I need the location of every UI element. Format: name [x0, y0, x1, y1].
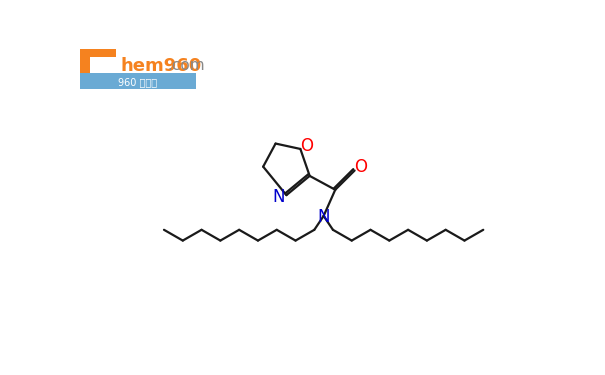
Text: hem960: hem960: [120, 57, 202, 75]
Text: 960 化工网: 960 化工网: [118, 77, 157, 87]
Text: N: N: [272, 188, 285, 206]
Bar: [79, 74, 196, 89]
Text: O: O: [300, 137, 313, 155]
Polygon shape: [79, 49, 116, 87]
Text: N: N: [318, 209, 330, 226]
Text: O: O: [355, 158, 367, 176]
Text: .com: .com: [167, 58, 204, 73]
